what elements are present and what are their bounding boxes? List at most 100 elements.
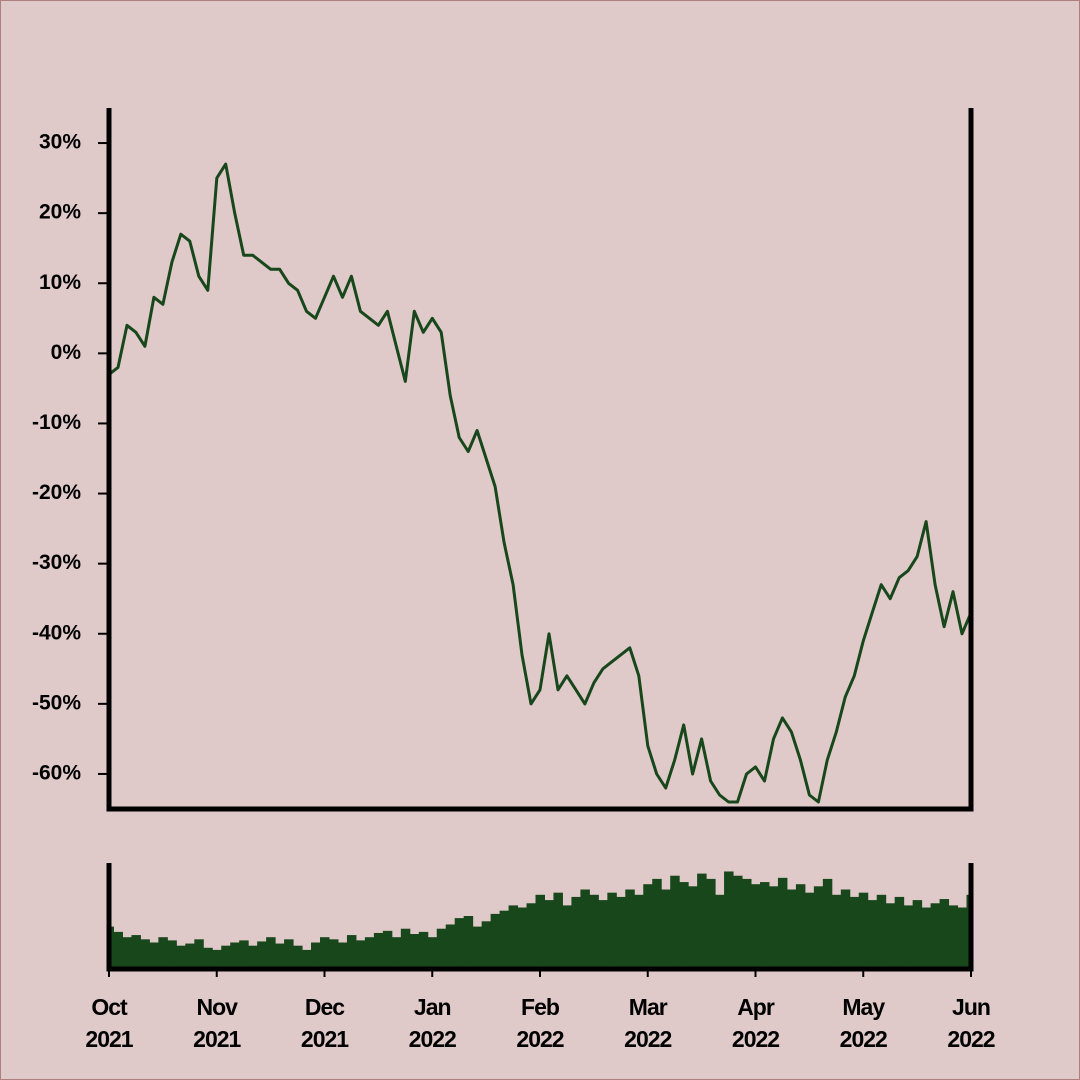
x-tick-label: Jun 2022 — [947, 994, 995, 1052]
volume-bar — [742, 878, 752, 969]
volume-bar — [400, 928, 411, 969]
volume-bar — [571, 896, 581, 969]
volume-bar — [652, 878, 662, 969]
volume-bar — [346, 935, 357, 969]
y-tick-label: -10% — [32, 411, 81, 434]
x-tick-label: Apr 2022 — [731, 994, 780, 1052]
volume-bar — [149, 942, 159, 969]
volume-bar — [921, 907, 932, 969]
volume-bar — [293, 945, 303, 969]
volume-bar — [275, 943, 285, 969]
volume-bar — [427, 937, 438, 969]
volume-bar — [840, 889, 851, 969]
volume-bar — [113, 931, 123, 969]
volume-bar — [391, 937, 402, 969]
volume-bar — [831, 894, 842, 969]
volume-bar — [957, 907, 968, 969]
volume-bar — [634, 894, 644, 969]
volume-bar — [311, 942, 321, 969]
volume-bar — [176, 945, 186, 969]
volume-bar — [607, 892, 617, 969]
volume-bar — [724, 871, 734, 969]
volume-bar — [876, 894, 887, 969]
volume-bar — [185, 943, 195, 969]
volume-bar — [625, 889, 635, 969]
volume-bar — [697, 873, 707, 969]
y-tick-label: -50% — [32, 691, 81, 714]
volume-bar — [786, 889, 797, 969]
volume-bar — [759, 882, 770, 969]
volume-bar — [382, 930, 393, 969]
x-tick-label: Nov 2021 — [193, 994, 241, 1052]
volume-bar — [616, 896, 626, 969]
volume-bar — [472, 926, 483, 969]
volume-bar — [580, 889, 590, 969]
volume-bar — [302, 949, 312, 969]
volume-bar — [777, 877, 788, 969]
y-tick-label: 20% — [39, 201, 81, 224]
volume-bar — [481, 921, 492, 969]
volume-bar — [930, 903, 941, 969]
volume-bar — [320, 937, 330, 969]
price-line — [109, 162, 971, 804]
volume-bar — [562, 905, 572, 969]
volume-bar — [598, 900, 608, 969]
y-tick-label: 10% — [39, 271, 81, 294]
volume-bar — [212, 949, 222, 969]
volume-bar — [526, 903, 537, 969]
x-tick-label: Mar 2022 — [624, 994, 672, 1052]
volume-bar — [751, 884, 761, 969]
volume-bar — [230, 942, 240, 969]
volume-bar — [535, 894, 545, 969]
volume-bar — [688, 886, 698, 969]
volume-bar — [499, 910, 510, 969]
x-tick-label: Feb 2022 — [516, 994, 564, 1052]
volume-bar — [849, 896, 860, 969]
volume-bar — [508, 905, 519, 969]
volume-bar — [445, 924, 456, 969]
volume-bar — [813, 886, 824, 969]
volume-bar — [643, 884, 653, 969]
volume-bar — [804, 892, 815, 969]
volume-bar — [328, 939, 339, 969]
volume-bar — [463, 916, 474, 969]
volume-bar — [266, 937, 276, 969]
volume-bar — [517, 907, 528, 969]
x-tick-label: Oct 2021 — [85, 994, 133, 1052]
volume-bar — [885, 903, 896, 969]
volume-bar — [194, 939, 204, 969]
volume-bar — [795, 884, 806, 969]
volume-bar — [337, 942, 348, 969]
volume-bar — [418, 931, 429, 969]
volume-bar — [373, 932, 384, 969]
volume-bar — [661, 889, 671, 969]
y-tick-label: -20% — [32, 481, 81, 504]
volume-bar — [903, 905, 914, 969]
volume-bar — [248, 945, 258, 969]
x-tick-label: Dec 2021 — [300, 994, 349, 1052]
volume-bar — [239, 940, 249, 969]
y-tick-label: 0% — [51, 341, 82, 364]
volume-bar — [355, 940, 366, 969]
volume-bar — [912, 900, 923, 969]
volume-bar — [490, 913, 501, 969]
volume-bar — [131, 935, 141, 969]
y-tick-label: 30% — [39, 131, 81, 154]
volume-bar — [894, 896, 905, 969]
axis-frame — [106, 108, 974, 812]
volume-bar — [768, 886, 779, 969]
volume-bar — [822, 878, 833, 969]
y-tick-label: -60% — [32, 761, 81, 784]
volume-bar — [122, 937, 132, 969]
volume-bar — [409, 934, 420, 969]
volume-bar — [589, 894, 599, 969]
volume-bar — [553, 892, 563, 969]
volume-bar — [939, 899, 950, 969]
volume-bar — [858, 892, 869, 969]
x-tick-label: Jan 2022 — [408, 994, 457, 1052]
volume-bar — [679, 882, 689, 969]
volume-bar — [867, 900, 878, 969]
volume-bar — [454, 918, 465, 969]
